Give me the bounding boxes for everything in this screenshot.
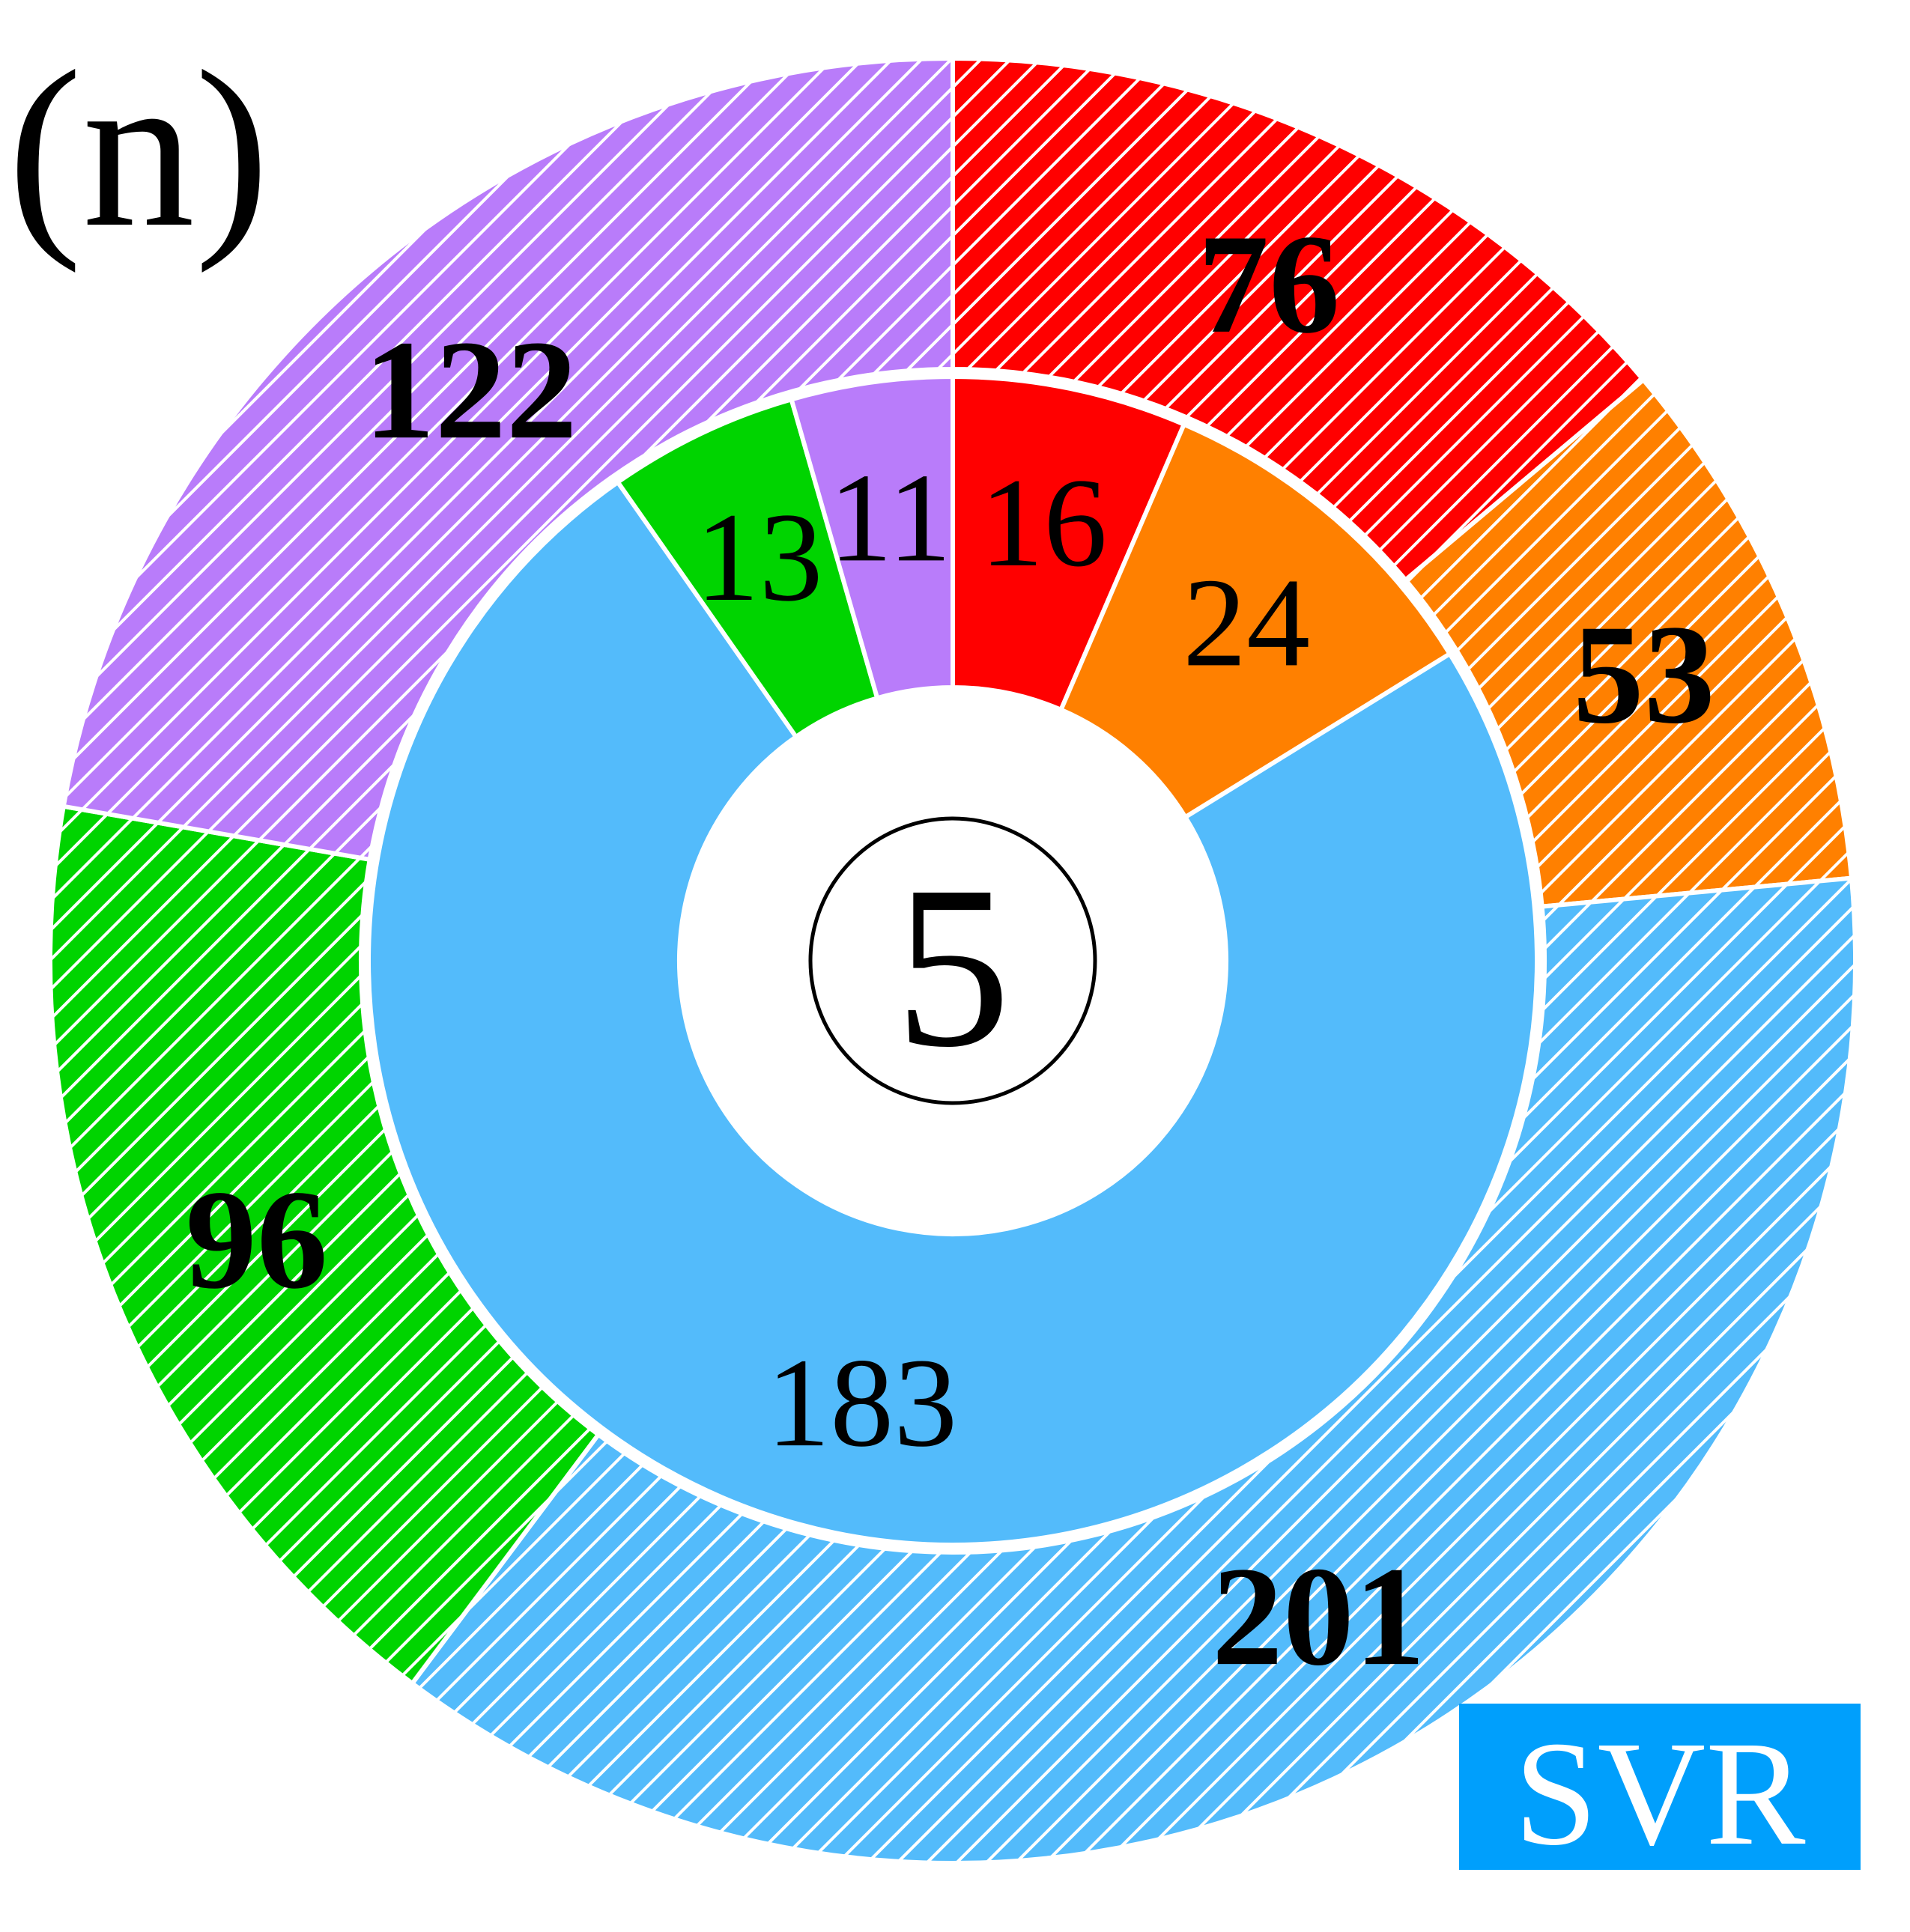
outer-slice-purple bbox=[61, 55, 955, 863]
outer-label-orange: 53 bbox=[1573, 596, 1715, 753]
outer-label-green: 96 bbox=[186, 1161, 328, 1319]
outer-label-purple: 122 bbox=[364, 312, 577, 469]
svr-badge-label: SVR bbox=[1514, 1711, 1806, 1877]
outer-slice-green bbox=[48, 804, 602, 1687]
svr-badge bbox=[1459, 1704, 1861, 1870]
inner-slice-blue bbox=[366, 479, 1539, 1547]
inner-label-green: 13 bbox=[696, 487, 823, 628]
inner-slice-orange bbox=[1058, 421, 1453, 821]
center-circle bbox=[808, 816, 1097, 1105]
inner-slice-purple bbox=[788, 374, 955, 701]
panel-label: (n) bbox=[7, 25, 270, 274]
inner-label-blue: 183 bbox=[766, 1332, 957, 1473]
outer-ring bbox=[48, 55, 1858, 1865]
outer-label-red: 76 bbox=[1198, 206, 1340, 363]
outer-slice-blue bbox=[409, 875, 1858, 1865]
outer-ring-labels: 76 53 201 96 122 bbox=[186, 206, 1715, 1695]
inner-label-purple: 11 bbox=[828, 447, 951, 588]
outer-label-blue: 201 bbox=[1212, 1538, 1425, 1695]
inner-label-red: 16 bbox=[980, 452, 1107, 593]
inner-ring-labels: 16 24 183 13 11 bbox=[696, 447, 1310, 1473]
inner-label-orange: 24 bbox=[1183, 552, 1310, 693]
outer-slice-red bbox=[951, 55, 1647, 583]
outer-slice-orange bbox=[1402, 377, 1855, 909]
center-label: 5 bbox=[895, 839, 1011, 1096]
inner-ring bbox=[366, 374, 1539, 1547]
